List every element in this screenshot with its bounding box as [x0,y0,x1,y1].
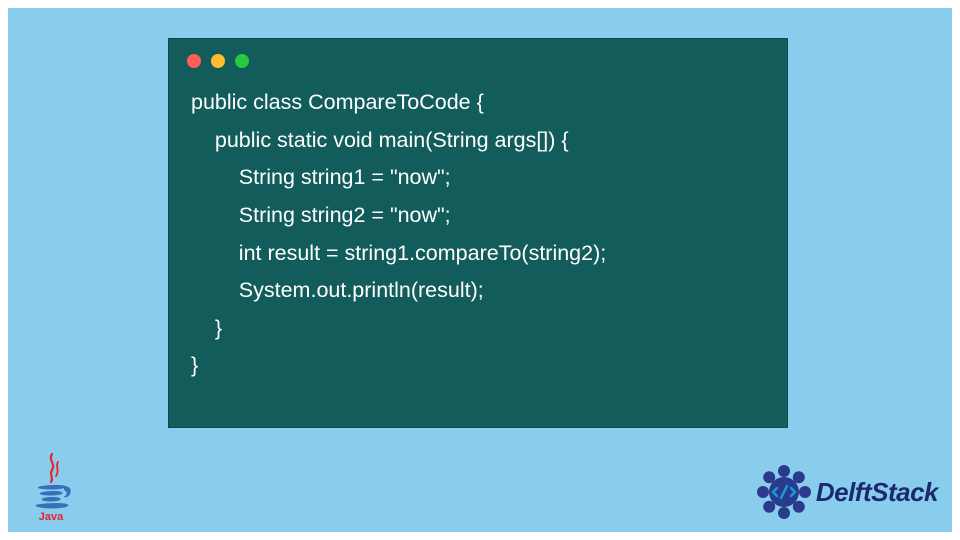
canvas-background: public class CompareToCode { public stat… [8,8,952,532]
delftstack-badge-icon [756,464,812,520]
minimize-icon[interactable] [211,54,225,68]
maximize-icon[interactable] [235,54,249,68]
delftstack-label: DelftStack [816,477,938,508]
window-controls [169,39,787,76]
svg-text:Java: Java [39,511,64,522]
delftstack-logo: DelftStack [756,464,938,520]
code-body: public class CompareToCode { public stat… [169,76,787,403]
close-icon[interactable] [187,54,201,68]
java-logo: Java [26,452,76,522]
code-window: public class CompareToCode { public stat… [168,38,788,428]
